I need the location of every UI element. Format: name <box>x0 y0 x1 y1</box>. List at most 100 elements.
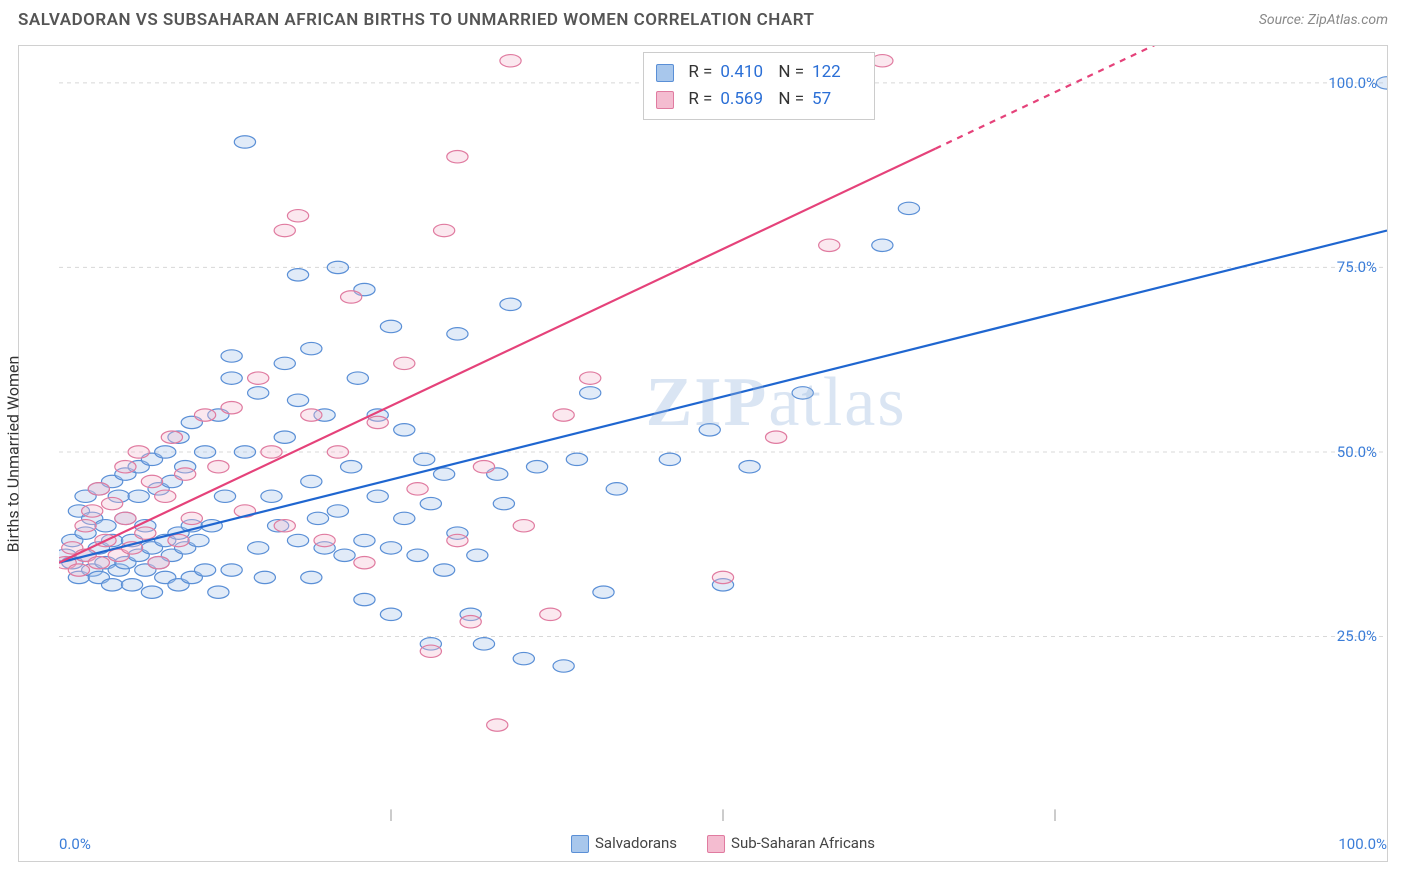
legend-swatch <box>656 64 674 82</box>
y-tick-label: 75.0% <box>1337 258 1377 276</box>
stat-r-label: R = <box>688 59 712 86</box>
data-point <box>261 446 282 458</box>
data-point <box>287 210 308 222</box>
data-point <box>354 556 375 568</box>
stat-n-value: 122 <box>812 59 862 86</box>
data-point <box>301 409 322 421</box>
data-point <box>341 291 362 303</box>
data-point <box>141 475 162 487</box>
stat-r-value: 0.410 <box>720 59 770 86</box>
data-point <box>155 490 176 502</box>
data-point <box>188 534 209 546</box>
data-point <box>115 461 136 473</box>
data-point <box>301 342 322 354</box>
y-tick-label: 50.0% <box>1337 443 1377 461</box>
data-point <box>593 586 614 598</box>
data-point <box>274 357 295 369</box>
legend-swatch <box>571 835 589 853</box>
data-point <box>765 431 786 443</box>
data-point <box>487 719 508 731</box>
data-point <box>194 409 215 421</box>
stat-n-label: N = <box>778 59 804 86</box>
x-tick-label: 0.0% <box>59 835 91 853</box>
data-point <box>473 638 494 650</box>
data-point <box>394 512 415 524</box>
y-axis-label: Births to Unmarried Women <box>4 355 23 552</box>
data-point <box>712 571 733 583</box>
data-point <box>261 490 282 502</box>
data-point <box>367 416 388 428</box>
data-point <box>792 387 813 399</box>
data-point <box>194 446 215 458</box>
legend-stat-row: R = 0.569 N = 57 <box>656 86 862 113</box>
data-point <box>68 564 89 576</box>
data-point <box>95 520 116 532</box>
data-point <box>580 387 601 399</box>
data-point <box>301 571 322 583</box>
data-point <box>433 564 454 576</box>
legend-item: Sub-Saharan Africans <box>707 834 875 853</box>
chart-source: Source: ZipAtlas.com <box>1259 12 1388 28</box>
data-point <box>221 401 242 413</box>
stat-r-value: 0.569 <box>720 86 770 113</box>
data-point <box>314 534 335 546</box>
data-point <box>367 490 388 502</box>
data-point <box>500 55 521 67</box>
data-point <box>208 586 229 598</box>
data-point <box>354 593 375 605</box>
legend-swatch <box>707 835 725 853</box>
legend-label: Salvadorans <box>595 834 677 852</box>
data-point <box>460 616 481 628</box>
data-point <box>334 549 355 561</box>
data-point <box>500 298 521 310</box>
data-point <box>447 328 468 340</box>
data-point <box>101 497 122 509</box>
data-point <box>168 534 189 546</box>
data-point <box>274 431 295 443</box>
data-point <box>420 497 441 509</box>
data-point <box>327 446 348 458</box>
scatter-svg <box>59 46 1387 821</box>
data-point <box>75 520 96 532</box>
data-point <box>354 534 375 546</box>
data-point <box>287 534 308 546</box>
data-point <box>248 387 269 399</box>
data-point <box>553 660 574 672</box>
data-point <box>248 372 269 384</box>
data-point <box>394 357 415 369</box>
data-point <box>274 520 295 532</box>
data-point <box>380 320 401 332</box>
data-point <box>580 372 601 384</box>
data-point <box>898 202 919 214</box>
legend-series: Salvadorans Sub-Saharan Africans <box>571 834 875 853</box>
data-point <box>287 394 308 406</box>
data-point <box>699 424 720 436</box>
data-point <box>540 608 561 620</box>
stat-n-value: 57 <box>812 86 862 113</box>
data-point <box>447 151 468 163</box>
data-point <box>88 483 109 495</box>
data-point <box>161 431 182 443</box>
data-point <box>407 549 428 561</box>
data-point <box>739 461 760 473</box>
legend-swatch <box>656 91 674 109</box>
plot-area: ZIPatlas R = 0.410 N = 122 R = 0.569 N =… <box>59 46 1387 821</box>
data-point <box>347 372 368 384</box>
data-point <box>82 505 103 517</box>
data-point <box>181 512 202 524</box>
data-point <box>128 490 149 502</box>
data-point <box>327 505 348 517</box>
data-point <box>88 556 109 568</box>
data-point <box>553 409 574 421</box>
data-point <box>175 468 196 480</box>
data-point <box>214 490 235 502</box>
data-point <box>101 579 122 591</box>
legend-item: Salvadorans <box>571 834 677 853</box>
stat-n-label: N = <box>778 86 804 113</box>
data-point <box>327 261 348 273</box>
data-point <box>473 461 494 473</box>
data-point <box>606 483 627 495</box>
data-point <box>394 424 415 436</box>
data-point <box>513 520 534 532</box>
data-point <box>513 652 534 664</box>
